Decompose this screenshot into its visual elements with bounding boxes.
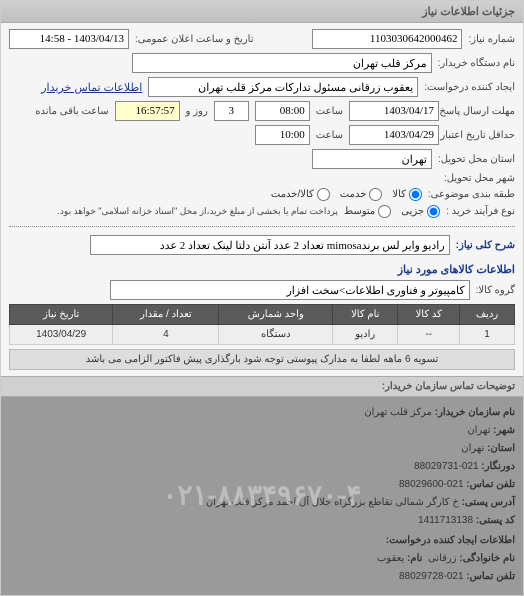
postal-value: 1411713138: [418, 515, 473, 526]
deadline-price-time[interactable]: [255, 125, 310, 145]
need-no-label: شماره نیاز:: [468, 34, 515, 45]
remaining-time[interactable]: [115, 101, 180, 121]
panel-header: جزئیات اطلاعات نیاز: [1, 1, 523, 23]
addr-label: آدرس پستی:: [462, 497, 515, 508]
phone-label: تلفن تماس:: [466, 479, 515, 490]
postal-label: کد پستی:: [476, 515, 515, 526]
td-code: --: [398, 325, 460, 345]
fax-label: دورنگار:: [481, 461, 515, 472]
buyer-device-input[interactable]: [132, 53, 432, 73]
th-unit: واحد شمارش: [219, 305, 333, 325]
goods-group-input[interactable]: [110, 280, 470, 300]
details-panel: جزئیات اطلاعات نیاز شماره نیاز: تاریخ و …: [0, 0, 524, 596]
form-area: شماره نیاز: تاریخ و ساعت اعلان عمومی: نا…: [1, 23, 523, 376]
td-unit: دستگاه: [219, 325, 333, 345]
goods-section-title: اطلاعات کالاهای مورد نیاز: [9, 263, 515, 276]
announce-label: تاریخ و ساعت اعلان عمومی:: [135, 34, 254, 45]
radio-goods-input[interactable]: [409, 188, 422, 201]
deadline-price-label: حداقل تاریخ اعتبار قیمت: تا تاریخ:: [445, 130, 515, 141]
goods-table: ردیف کد کالا نام کالا واحد شمارش تعداد /…: [9, 304, 515, 345]
family-value: زرقانی: [428, 553, 457, 564]
process-note: پرداخت تمام یا بخشی از مبلغ خرید،از محل …: [57, 206, 337, 217]
th-qty: تعداد / مقدار: [113, 305, 219, 325]
deadline-send-label: مهلت ارسال پاسخ:: [445, 106, 515, 117]
fax-value: 021-88029731: [414, 461, 479, 472]
cname-value: یعقوب: [377, 553, 404, 564]
deadline-send-date[interactable]: [349, 101, 439, 121]
settlement-note: تسویه 6 ماهه لطفا به مدارک پیوستی توجه ش…: [9, 349, 515, 370]
ccity-label: شهر:: [493, 425, 515, 436]
th-name: نام کالا: [333, 305, 398, 325]
radio-small-input[interactable]: [427, 205, 440, 218]
td-qty: 4: [113, 325, 219, 345]
cprov-label: استان:: [487, 443, 515, 454]
td-name: رادیو: [333, 325, 398, 345]
remaining-days[interactable]: [214, 101, 249, 121]
remaining-suffix: ساعت باقی مانده: [35, 106, 108, 117]
radio-goods-service-input[interactable]: [317, 188, 330, 201]
panel-title: جزئیات اطلاعات نیاز: [422, 6, 515, 18]
province-label: استان محل تحویل:: [438, 154, 515, 165]
time-label-2: ساعت: [316, 130, 343, 141]
creator-section: اطلاعات ایجاد کننده درخواست:: [386, 535, 515, 546]
org-value: مرکز قلب تهران: [364, 407, 432, 418]
cprov-value: تهران: [461, 443, 484, 454]
subject-radio-group: کالا خدمت کالا/خدمت: [271, 188, 422, 201]
table-row[interactable]: 1 -- رادیو دستگاه 4 1403/04/29: [10, 325, 515, 345]
radio-goods[interactable]: کالا: [392, 188, 422, 201]
phone-value: 021-88029600: [399, 479, 464, 490]
org-label: نام سازمان خریدار:: [435, 407, 515, 418]
addr-value: خ کارگر شمالی تقاطع بزرگراه جلال آل احمد…: [206, 497, 459, 508]
ccity-value: تهران: [467, 425, 490, 436]
creator-input[interactable]: [148, 77, 418, 97]
process-label: نوع فرآیند خرید :: [446, 206, 515, 217]
desc-input[interactable]: [90, 235, 450, 255]
phone2-value: 021-88029728: [399, 571, 464, 582]
radio-goods-service[interactable]: کالا/خدمت: [271, 188, 330, 201]
need-no-input[interactable]: [312, 29, 462, 49]
contact-body: ۰۲۱-۸۸۳۴۹۶۷۰-۴ نام سازمان خریدار: مرکز ق…: [1, 397, 523, 595]
radio-service-input[interactable]: [369, 188, 382, 201]
deadline-send-time[interactable]: [255, 101, 310, 121]
day-and-label: روز و: [186, 106, 208, 117]
creator-label: ایجاد کننده درخواست:: [424, 82, 515, 93]
province-input[interactable]: [312, 149, 432, 169]
th-date: تاریخ نیاز: [10, 305, 113, 325]
radio-medium-input[interactable]: [378, 205, 391, 218]
goods-group-label: گروه کالا:: [476, 285, 515, 296]
td-row: 1: [460, 325, 515, 345]
radio-small[interactable]: جزیی: [401, 205, 440, 218]
th-row: ردیف: [460, 305, 515, 325]
td-date: 1403/04/29: [10, 325, 113, 345]
contact-header: توضیحات تماس سازمان خریدار:: [1, 376, 523, 397]
announce-input[interactable]: [9, 29, 129, 49]
process-radio-group: جزیی متوسط: [344, 205, 440, 218]
desc-label: شرح کلی نیاز:: [456, 240, 515, 251]
radio-medium[interactable]: متوسط: [344, 205, 391, 218]
deadline-price-date[interactable]: [349, 125, 439, 145]
phone2-label: تلفن تماس:: [466, 571, 515, 582]
buyer-device-label: نام دستگاه خریدار:: [438, 58, 515, 69]
cname-label: نام:: [407, 553, 422, 564]
family-label: نام خانوادگی:: [459, 553, 515, 564]
table-header-row: ردیف کد کالا نام کالا واحد شمارش تعداد /…: [10, 305, 515, 325]
radio-service[interactable]: خدمت: [340, 188, 383, 201]
time-label-1: ساعت: [316, 106, 343, 117]
contact-link[interactable]: اطلاعات تماس خریدار: [41, 81, 142, 94]
th-code: کد کالا: [398, 305, 460, 325]
city-label: شهر محل تحویل:: [444, 173, 515, 184]
group-label: طبقه بندی موضوعی:: [428, 189, 515, 200]
